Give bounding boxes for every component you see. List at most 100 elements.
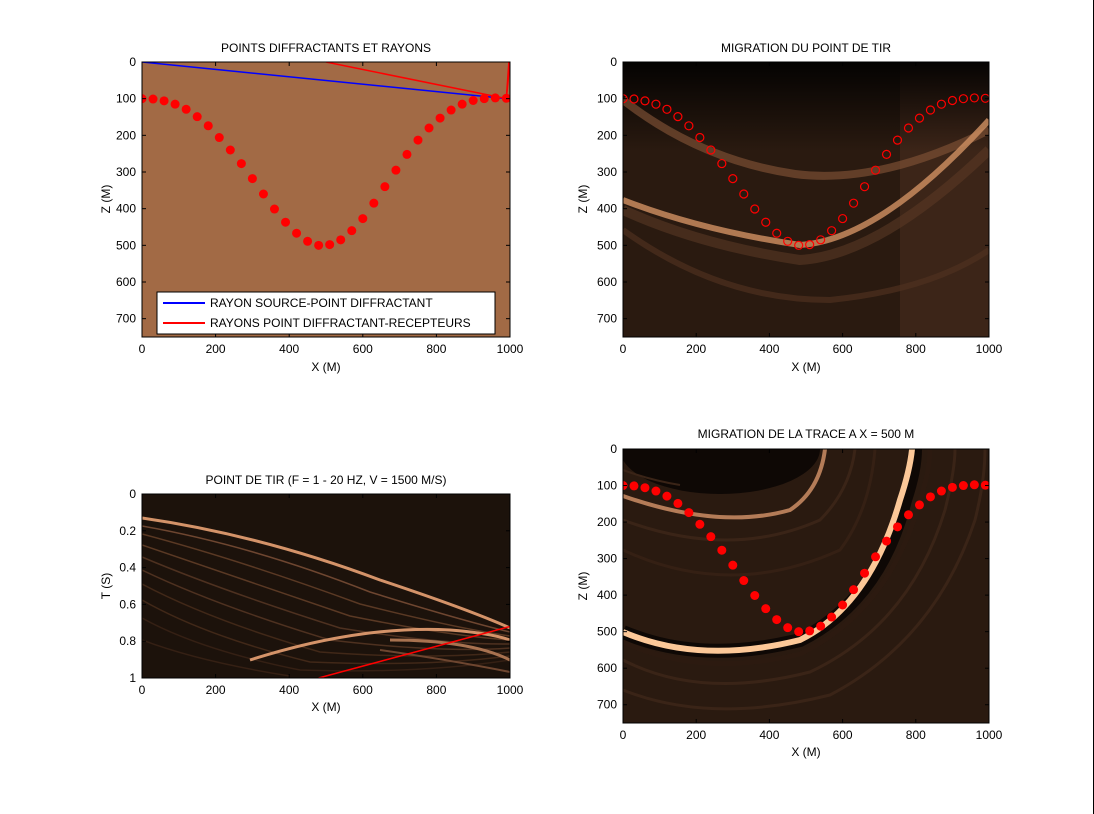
- y-ticks: 0 100 200 300 400 500 600 700: [597, 55, 989, 326]
- diffractor-point: [673, 498, 683, 508]
- diffractor-point: [640, 96, 650, 106]
- diffractor-point: [750, 204, 760, 214]
- diffractor-point: [247, 174, 257, 184]
- diffractor-point: [446, 105, 456, 115]
- diffractor-point: [347, 226, 357, 236]
- y-tick-label: 100: [116, 92, 136, 106]
- y-tick-label: 100: [597, 92, 617, 106]
- x-tick-label: 800: [906, 342, 926, 356]
- y-tick-label: 0: [610, 55, 617, 69]
- diffractor-point: [159, 96, 169, 106]
- diffractor-point: [936, 99, 947, 109]
- y-tick-label: 0.4: [119, 561, 136, 575]
- diffractor-point: [358, 214, 368, 224]
- chart-title: MIGRATION DE LA TRACE A X = 500 M: [698, 427, 915, 441]
- y-tick-label: 0.8: [119, 634, 136, 648]
- y-tick-label: 300: [597, 552, 617, 566]
- diffractor-point: [893, 522, 902, 532]
- diffractor-point: [903, 123, 914, 133]
- diffractor-point: [794, 627, 804, 637]
- diffractor-point: [947, 95, 958, 106]
- diffractor-point: [838, 600, 848, 610]
- panel-trace-migration: MIGRATION DE LA TRACE A X = 500 M X (M) …: [576, 427, 1003, 759]
- x-tick-label: 200: [686, 342, 706, 356]
- diffractor-points: [142, 93, 510, 250]
- diffractor-point: [269, 204, 279, 214]
- diffractor-point: [947, 482, 957, 492]
- chart-title: MIGRATION DU POINT DE TIR: [721, 41, 891, 55]
- x-tick-label: 400: [279, 683, 299, 697]
- diffractor-point: [468, 96, 478, 105]
- source-ray-line: [142, 62, 507, 100]
- y-tick-label: 300: [116, 165, 136, 179]
- diffractor-point: [303, 236, 313, 246]
- diffractor-point: [148, 94, 158, 104]
- diffractor-point: [629, 481, 639, 491]
- diffractor-point: [783, 623, 793, 633]
- diffractor-point: [958, 94, 968, 104]
- direct-arrival-line: [318, 625, 510, 678]
- x-tick-label: 400: [759, 342, 779, 356]
- diffractor-point: [805, 626, 815, 636]
- diffractor-point: [848, 198, 859, 208]
- diffractor-point: [903, 510, 913, 520]
- diffractor-point: [391, 165, 401, 175]
- diffractor-point: [651, 99, 661, 109]
- x-tick-label: 600: [353, 342, 373, 356]
- y-tick-label: 1: [129, 671, 136, 685]
- chart-title: POINTS DIFFRACTANTS ET RAYONS: [221, 41, 431, 55]
- x-ticks: 0 200 400 600 800 1000: [620, 449, 1003, 742]
- x-tick-label: 600: [353, 683, 373, 697]
- y-tick-label: 700: [597, 698, 617, 712]
- diffractor-point: [662, 104, 672, 114]
- diffractor-point: [695, 519, 705, 529]
- x-ticks: 0 200 400 600 800 1000: [620, 62, 1003, 356]
- diffractor-point: [490, 93, 500, 103]
- y-tick-label: 500: [116, 238, 136, 252]
- diffractor-point: [980, 480, 989, 490]
- diffractor-point: [892, 135, 903, 145]
- diffractor-point: [214, 133, 224, 143]
- y-axis-label: T (S): [99, 573, 113, 599]
- y-tick-label: 0: [610, 442, 617, 456]
- diffractor-point: [501, 93, 510, 103]
- x-tick-label: 0: [620, 728, 627, 742]
- x-tick-label: 200: [206, 683, 226, 697]
- y-tick-label: 0.2: [119, 524, 136, 538]
- diffractor-point: [881, 149, 892, 159]
- diffractor-point: [413, 135, 423, 145]
- x-ticks: 0 200 400 600 800 1000: [139, 494, 524, 697]
- y-axis-label: Z (M): [99, 185, 113, 214]
- y-ticks: 0 100 200 300 400 500 600 700: [116, 55, 510, 326]
- diffractor-point: [871, 552, 881, 562]
- arrival-line: [318, 625, 510, 678]
- diffractor-point: [706, 532, 716, 542]
- diffractor-point: [457, 99, 467, 109]
- diffractor-point: [170, 99, 180, 109]
- diffractor-point: [772, 228, 782, 238]
- diffractor-point: [258, 189, 268, 199]
- diffractor-points: [623, 480, 989, 637]
- diffractor-point: [827, 226, 837, 236]
- plot-frame: [141, 61, 511, 338]
- diffractor-point: [435, 113, 445, 123]
- x-tick-label: 400: [759, 728, 779, 742]
- diffractor-point: [739, 576, 749, 586]
- y-tick-label: 400: [597, 202, 617, 216]
- diffractor-point: [684, 508, 694, 518]
- y-tick-label: 100: [597, 479, 617, 493]
- diffractor-point: [684, 121, 694, 131]
- diffractor-point: [936, 486, 946, 496]
- diffractor-point: [314, 240, 324, 250]
- diffractor-point: [281, 217, 291, 227]
- diffractor-point: [860, 568, 870, 578]
- legend: RAYON SOURCE-POINT DIFFRACTANT RAYONS PO…: [156, 291, 496, 335]
- diffractor-point: [750, 590, 760, 600]
- x-ticks: 0 200 400 600 800 1000: [139, 62, 524, 356]
- diffractor-point: [816, 621, 826, 631]
- diffractor-point: [203, 121, 213, 131]
- x-tick-label: 1000: [976, 728, 1003, 742]
- diffractor-point: [479, 94, 489, 104]
- diffractor-point: [640, 483, 650, 493]
